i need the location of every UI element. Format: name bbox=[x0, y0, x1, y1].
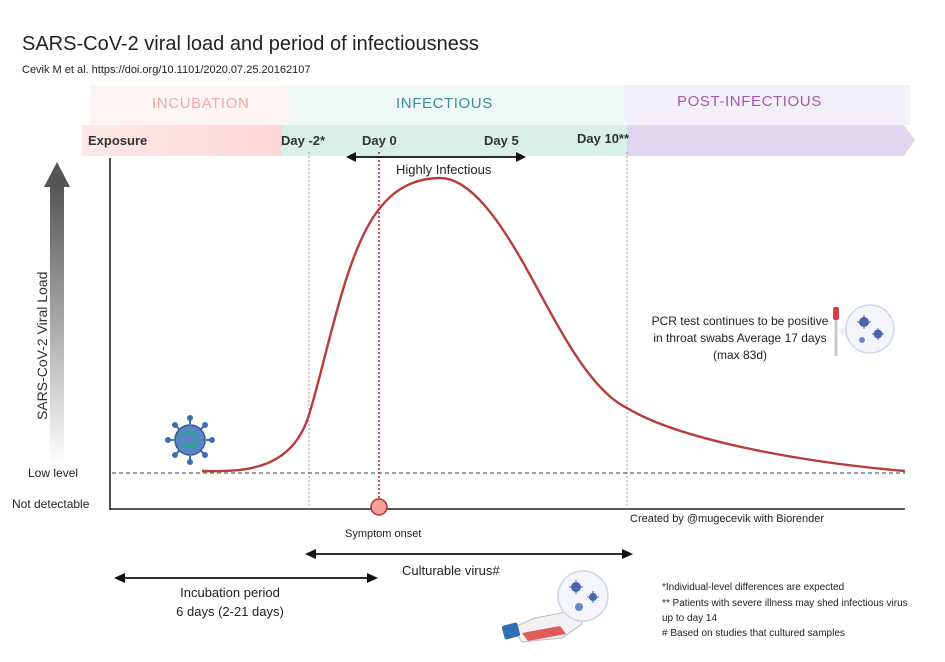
highly-infectious-arrowhead-right bbox=[516, 152, 526, 162]
incubation-period-range: 6 days (2-21 days) bbox=[176, 604, 284, 619]
timeline-day-10: Day 10** bbox=[577, 131, 630, 146]
y-axis-gradient-arrow-shaft bbox=[50, 185, 64, 465]
timeline-post-segment bbox=[627, 125, 915, 156]
footnote-severe-cont: up to day 14 bbox=[662, 613, 718, 624]
culture-magnifier-icon bbox=[557, 570, 609, 622]
footnote-cultured: # Based on studies that cultured samples bbox=[662, 628, 845, 639]
y-axis-label: SARS-CoV-2 Viral Load bbox=[34, 271, 50, 420]
timeline-exposure: Exposure bbox=[88, 133, 148, 148]
symptom-onset-marker bbox=[370, 498, 388, 516]
incubation-period-title: Incubation period bbox=[180, 585, 280, 600]
culturable-virus-label: Culturable virus# bbox=[402, 563, 500, 578]
created-by: Created by @mugecevik with Biorender bbox=[630, 513, 824, 525]
phase-label-infectious: INFECTIOUS bbox=[396, 95, 493, 112]
not-detectable-label: Not detectable bbox=[12, 497, 90, 511]
y-axis-gradient-arrowhead bbox=[44, 162, 70, 187]
culturable-arrowhead-left bbox=[305, 549, 316, 559]
footnote-severe: ** Patients with severe illness may shed… bbox=[662, 598, 908, 609]
phase-label-post-infectious: POST-INFECTIOUS bbox=[677, 93, 822, 110]
incubation-period-label: Incubation period 6 days (2-21 days) bbox=[120, 583, 340, 621]
timeline-incubation-segment bbox=[82, 125, 282, 156]
phase-label-incubation: INCUBATION bbox=[152, 95, 250, 112]
incubation-phase-band bbox=[90, 85, 290, 125]
highly-infectious-label: Highly Infectious bbox=[396, 162, 492, 177]
timeline-day-minus2: Day -2* bbox=[281, 133, 326, 148]
footnote-individual: *Individual-level differences are expect… bbox=[662, 582, 845, 593]
infectious-phase-band bbox=[290, 85, 625, 125]
culture-flask-icon bbox=[501, 597, 583, 643]
incubation-arrowhead-right bbox=[367, 573, 378, 583]
low-level-label: Low level bbox=[28, 466, 79, 480]
symptom-onset-label: Symptom onset bbox=[345, 528, 422, 540]
post-infectious-phase-band bbox=[625, 85, 910, 125]
citation: Cevik M et al. https://doi.org/10.1101/2… bbox=[22, 64, 311, 76]
highly-infectious-arrowhead-left bbox=[346, 152, 356, 162]
timeline-infectious-segment bbox=[282, 125, 627, 156]
timeline-day-5: Day 5 bbox=[484, 133, 519, 148]
incubation-arrowhead-left bbox=[114, 573, 125, 583]
viral-load-curve bbox=[201, 176, 906, 473]
swab-icon bbox=[833, 307, 839, 356]
timeline-day-0: Day 0 bbox=[362, 133, 397, 148]
virus-icon bbox=[165, 415, 215, 465]
magnifier-virus-icon bbox=[838, 304, 895, 354]
page-title: SARS-CoV-2 viral load and period of infe… bbox=[22, 33, 479, 55]
culturable-arrowhead-right bbox=[622, 549, 633, 559]
pcr-note: PCR test continues to be positive in thr… bbox=[651, 314, 829, 362]
